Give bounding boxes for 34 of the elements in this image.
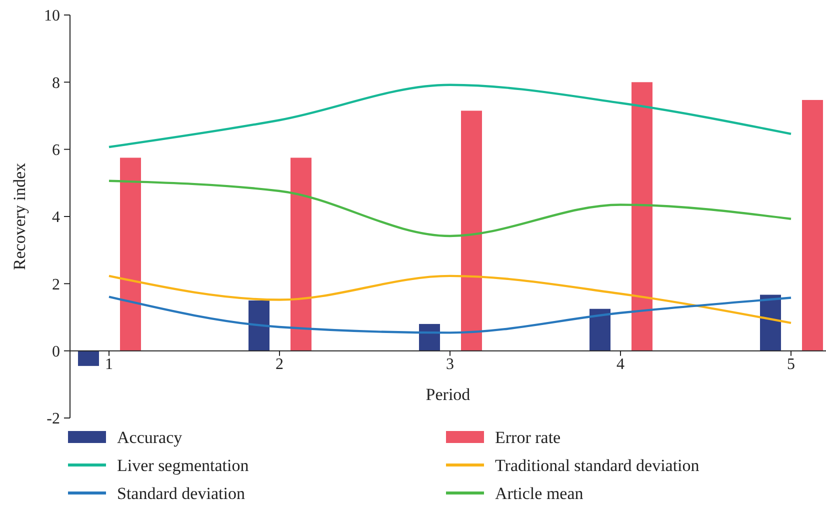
y-tick-label: -2 (46, 410, 60, 428)
bar (760, 294, 781, 351)
bar (590, 308, 610, 351)
y-tick-label: 6 (52, 142, 60, 159)
y-tick-label: 8 (52, 74, 60, 92)
bar (248, 300, 270, 351)
y-tick-label: 10 (44, 8, 60, 25)
line-series (108, 84, 792, 148)
y-tick-label: 0 (52, 343, 60, 360)
bar (461, 110, 482, 351)
x-tick-label: 1 (105, 356, 113, 373)
line-series (108, 296, 792, 334)
y-tick-label: 4 (52, 209, 60, 226)
bar (120, 158, 141, 351)
legend-label: Error rate (495, 428, 561, 447)
legend-label: Liver segmentation (117, 456, 250, 475)
x-tick-label: 2 (276, 356, 284, 373)
line-series (108, 274, 792, 324)
bar (802, 100, 823, 351)
x-tick-label: 5 (787, 356, 795, 373)
legend-label: Traditional standard deviation (495, 456, 700, 475)
y-tick-label: 2 (52, 276, 60, 294)
x-tick-label: 4 (616, 356, 624, 373)
bar (419, 324, 440, 351)
y-axis-title: Recovery index (10, 162, 29, 270)
bar (290, 158, 312, 351)
line-series (108, 180, 792, 238)
legend-label: Standard deviation (117, 484, 246, 503)
bar (632, 82, 652, 351)
legend-label: Article mean (495, 484, 584, 503)
bar (78, 350, 99, 366)
x-axis-title: Period (426, 385, 471, 404)
legend-label: Accuracy (117, 428, 183, 447)
x-tick-label: 3 (446, 356, 454, 373)
